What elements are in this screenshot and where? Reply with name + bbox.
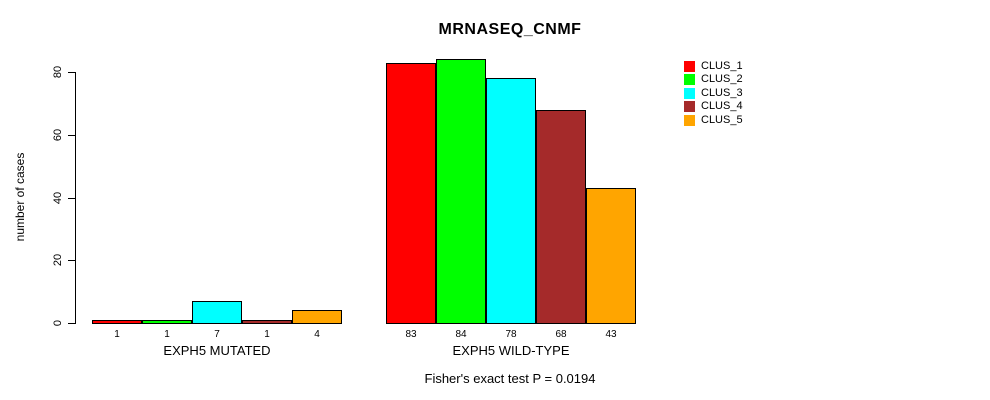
legend-swatch bbox=[684, 87, 695, 99]
bar-value-label: 43 bbox=[605, 329, 617, 340]
legend-label: CLUS_2 bbox=[701, 73, 743, 86]
group-label: EXPH5 MUTATED bbox=[163, 343, 271, 358]
bar-value-label: 84 bbox=[455, 329, 467, 340]
bar-value-label: 83 bbox=[405, 329, 417, 340]
y-tick bbox=[68, 260, 75, 262]
chart-title: MRNASEQ_CNMF bbox=[438, 21, 582, 38]
bar bbox=[586, 188, 636, 324]
y-tick bbox=[68, 72, 75, 73]
bar-value-label: 7 bbox=[214, 329, 220, 340]
bar bbox=[142, 319, 192, 324]
bar-value-label: 68 bbox=[555, 329, 567, 340]
legend-item: CLUS_2 bbox=[684, 73, 743, 86]
y-tick bbox=[68, 134, 75, 136]
bar bbox=[436, 59, 486, 324]
bar bbox=[486, 78, 536, 324]
legend: CLUS_1 CLUS_2 CLUS_3 CLUS_4 CLUS_5 bbox=[684, 61, 743, 128]
bar-value-label: 1 bbox=[114, 329, 120, 340]
legend-item: CLUS_1 bbox=[684, 61, 743, 72]
legend-label: CLUS_1 bbox=[701, 60, 743, 72]
legend-item: CLUS_5 bbox=[684, 113, 743, 126]
bar bbox=[192, 301, 242, 324]
bar-value-label: 78 bbox=[505, 329, 517, 340]
bar bbox=[536, 109, 586, 324]
y-tick bbox=[68, 197, 75, 199]
fisher-test-caption: Fisher's exact test P = 0.0194 bbox=[424, 371, 596, 386]
legend-swatch bbox=[684, 74, 695, 86]
bar bbox=[92, 319, 142, 324]
bar-value-label: 4 bbox=[314, 329, 320, 340]
legend-label: CLUS_4 bbox=[701, 100, 743, 113]
y-tick-label: 60 bbox=[52, 128, 64, 141]
legend-swatch bbox=[684, 114, 695, 126]
bar-value-label: 1 bbox=[264, 329, 270, 340]
y-axis-line bbox=[75, 72, 76, 324]
y-tick-label: 40 bbox=[52, 191, 64, 204]
legend-label: CLUS_3 bbox=[701, 86, 743, 99]
bar bbox=[242, 319, 292, 324]
legend-swatch bbox=[684, 101, 695, 113]
legend-item: CLUS_3 bbox=[684, 86, 743, 99]
y-tick-label: 0 bbox=[52, 319, 64, 327]
group-label: EXPH5 WILD-TYPE bbox=[452, 343, 570, 358]
y-tick bbox=[68, 323, 75, 324]
bar bbox=[292, 310, 342, 324]
bar bbox=[386, 62, 436, 324]
legend-item: CLUS_4 bbox=[684, 100, 743, 113]
legend-swatch bbox=[684, 61, 695, 72]
y-tick-label: 20 bbox=[52, 254, 64, 267]
y-axis-label: number of cases bbox=[13, 152, 27, 242]
bar-value-label: 1 bbox=[164, 329, 170, 340]
legend-label: CLUS_5 bbox=[701, 113, 743, 126]
y-tick-label: 80 bbox=[52, 65, 64, 79]
